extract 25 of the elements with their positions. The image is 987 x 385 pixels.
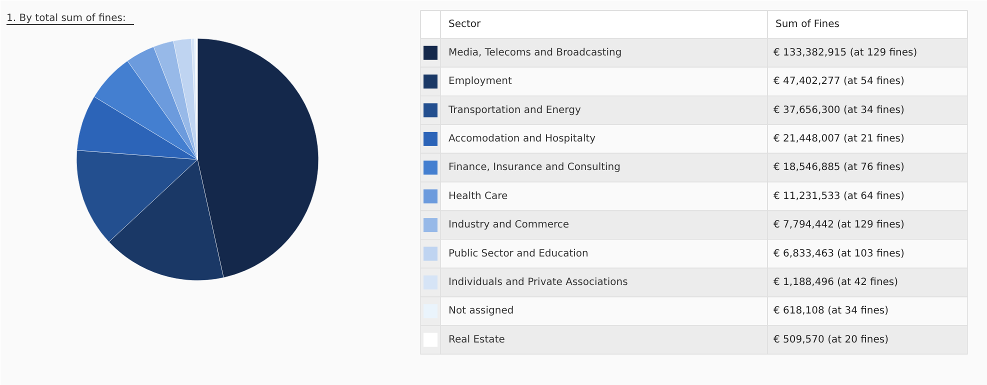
text: Sum of Fines [776, 19, 840, 30]
legend-label: Industry and Commerce [448, 220, 570, 231]
data-label: € 21,448,007 (at 21 fines) [774, 133, 905, 144]
legend-label: Public Sector and Education [448, 248, 588, 260]
data-label: € 37,656,300 (at 34 fines) [774, 104, 905, 116]
legend-label: Not assigned [448, 306, 514, 317]
legend-label: Individuals and Private Associations [448, 276, 628, 288]
data-label: € 133,382,915 (at 129 fines) [774, 47, 918, 58]
legend-label: Employment [448, 76, 512, 88]
data-label: € 7,794,442 (at 129 fines) [774, 220, 905, 231]
legend-label: Finance, Insurance and Consulting [448, 162, 620, 174]
legend-label: Transportation and Energy [448, 104, 581, 116]
data-label: € 6,833,463 (at 103 fines) [774, 248, 905, 260]
legend-label: Real Estate [448, 334, 505, 346]
data-label: € 509,570 (at 20 fines) [774, 334, 889, 346]
data-label: € 618,108 (at 34 fines) [774, 306, 889, 317]
legend-label: Health Care [448, 190, 508, 202]
chart-title: 1. By total sum of fines: [6, 13, 126, 24]
legend-title: Sector [448, 19, 482, 30]
data-label: € 1,188,496 (at 42 fines) [774, 276, 898, 288]
data-label: € 18,546,885 (at 76 fines) [774, 162, 905, 174]
legend-label: Accomodation and Hospitalty [448, 133, 596, 144]
legend-label: Media, Telecoms and Broadcasting [448, 47, 622, 58]
data-label: € 11,231,533 (at 64 fines) [774, 190, 905, 202]
data-label: € 47,402,277 (at 54 fines) [774, 76, 905, 88]
